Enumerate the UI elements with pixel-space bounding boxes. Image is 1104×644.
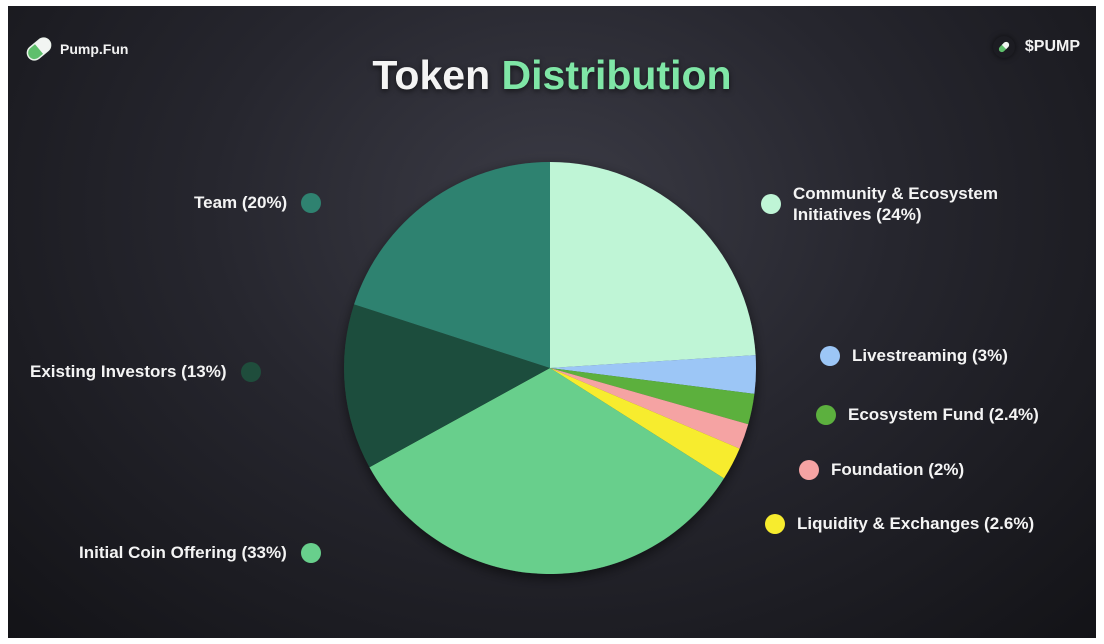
legend-swatch	[240, 361, 261, 382]
legend-item-ecosystem-fund: Ecosystem Fund (2.4%)	[816, 404, 1039, 425]
legend-item-foundation: Foundation (2%)	[799, 459, 964, 480]
legend-label: Livestreaming (3%)	[852, 346, 1008, 365]
pie-chart	[343, 161, 756, 574]
legend-label: Community & Ecosystem Initiatives (24%)	[793, 184, 998, 224]
legend-swatch	[765, 513, 785, 534]
legend-swatch	[300, 542, 321, 563]
token-ticker: $PUMP	[992, 36, 1080, 58]
legend-label: Existing Investors (13%)	[30, 362, 227, 381]
pill-icon	[26, 37, 52, 61]
brand-name: Pump.Fun	[60, 41, 129, 57]
pie-slice-7	[354, 161, 550, 368]
legend-label: Ecosystem Fund (2.4%)	[848, 405, 1039, 424]
pie-slice-5	[369, 368, 724, 574]
legend-swatch	[816, 404, 836, 425]
ticker-label: $PUMP	[1024, 38, 1080, 55]
legend-item-liquidity: Liquidity & Exchanges (2.6%)	[765, 513, 1034, 534]
brand-logo: Pump.Fun	[22, 32, 128, 66]
chart-canvas: Pump.Fun $PUMP Token Distribution Commun…	[8, 6, 1096, 638]
legend-item-community: Community & Ecosystem Initiatives (24%)	[761, 183, 1033, 225]
pie-slice-4	[550, 368, 740, 479]
legend-swatch	[799, 459, 819, 480]
legend-label: Liquidity & Exchanges (2.6%)	[797, 514, 1035, 533]
legend-label: Team (20%)	[194, 193, 288, 212]
title-word-2: Distribution	[501, 52, 732, 98]
legend-label: Initial Coin Offering (33%)	[79, 543, 287, 562]
legend-item-livestreaming: Livestreaming (3%)	[820, 345, 1008, 366]
pie-slice-0	[550, 162, 756, 368]
pie-slice-3	[550, 368, 749, 449]
pie-slice-6	[343, 304, 550, 468]
title-word-1: Token	[372, 52, 491, 98]
pie-slice-2	[550, 368, 755, 425]
legend-swatch	[301, 192, 322, 213]
pie-slice-1	[550, 355, 756, 394]
legend-label: Foundation (2%)	[831, 460, 965, 479]
legend-item-ico: Initial Coin Offering (33%)	[79, 542, 321, 563]
chart-title: Token Distribution	[8, 52, 1096, 99]
legend-item-existing-investors: Existing Investors (13%)	[30, 361, 261, 382]
legend-item-team: Team (20%)	[194, 192, 322, 213]
legend-swatch	[761, 194, 781, 214]
pill-icon	[998, 41, 1009, 53]
legend-swatch	[820, 345, 840, 366]
